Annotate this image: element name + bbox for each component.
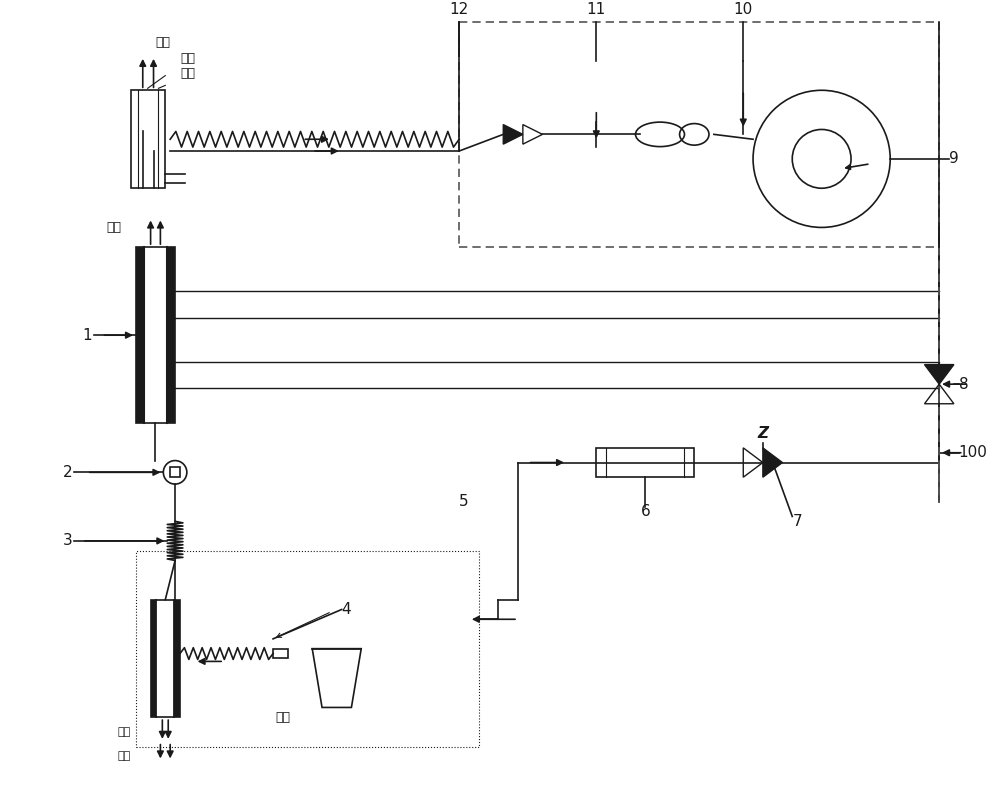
- Polygon shape: [503, 124, 523, 144]
- Bar: [136, 247, 144, 423]
- Bar: [273, 649, 288, 658]
- Bar: [167, 247, 175, 423]
- Text: 4: 4: [342, 602, 351, 617]
- Text: 10: 10: [734, 2, 753, 17]
- Text: 呼气: 呼气: [155, 36, 170, 49]
- Text: 气体
补偿: 气体 补偿: [180, 52, 195, 80]
- Text: 吸气: 吸气: [107, 221, 122, 234]
- Text: 3: 3: [62, 533, 72, 548]
- Bar: [170, 467, 180, 477]
- Text: 100: 100: [959, 446, 988, 460]
- Bar: [151, 599, 180, 717]
- Text: 7: 7: [792, 514, 802, 529]
- Text: 8: 8: [959, 377, 968, 391]
- Text: 6: 6: [640, 504, 650, 519]
- Text: 11: 11: [587, 2, 606, 17]
- Text: 呼气: 呼气: [118, 727, 131, 737]
- Text: 5: 5: [459, 494, 469, 509]
- Polygon shape: [924, 364, 954, 384]
- Text: 12: 12: [450, 2, 469, 17]
- Bar: [136, 551, 479, 747]
- Text: 吸气: 吸气: [118, 752, 131, 761]
- Bar: [131, 90, 165, 188]
- Text: 9: 9: [949, 151, 959, 167]
- Bar: [174, 599, 180, 717]
- Polygon shape: [763, 448, 782, 477]
- Bar: [136, 247, 175, 423]
- Text: Z: Z: [757, 426, 768, 441]
- Text: 2: 2: [63, 465, 72, 480]
- Bar: [151, 599, 156, 717]
- Text: 排痰: 排痰: [275, 711, 290, 724]
- Bar: [596, 448, 694, 477]
- Text: 1: 1: [82, 328, 92, 343]
